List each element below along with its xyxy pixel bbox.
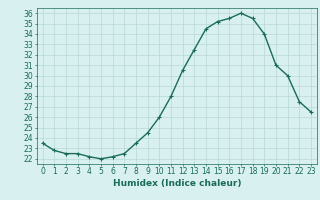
X-axis label: Humidex (Indice chaleur): Humidex (Indice chaleur) xyxy=(113,179,241,188)
